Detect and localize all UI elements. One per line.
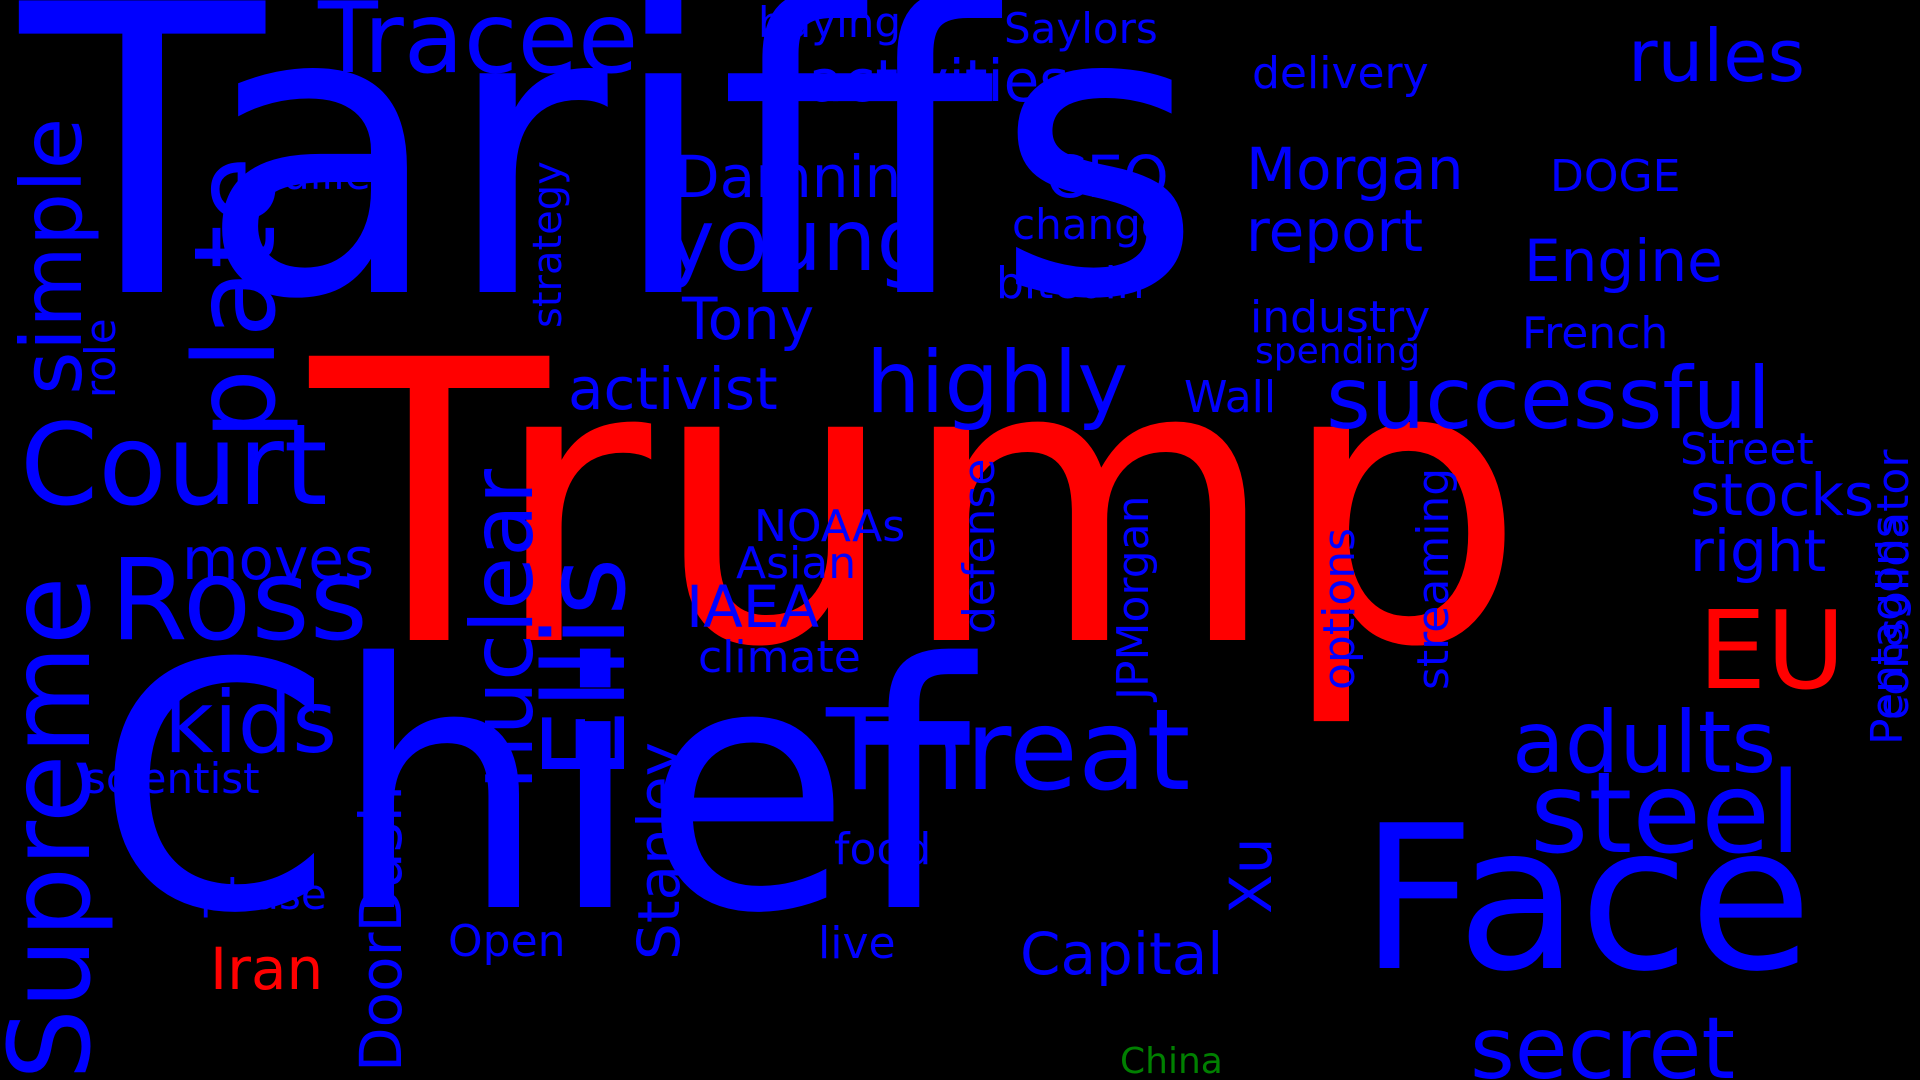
word-steel: steel bbox=[1530, 749, 1802, 879]
word-french: French bbox=[1522, 308, 1669, 359]
word-pentagons: Pentagons bbox=[1862, 515, 1913, 745]
word-chief: Chief bbox=[95, 592, 972, 988]
word-change: change bbox=[1012, 200, 1167, 249]
word-trump: Trump bbox=[310, 278, 1526, 732]
word-jpmorgan: JPMorgan bbox=[1108, 495, 1159, 701]
word-saylors: Saylors bbox=[1004, 4, 1158, 53]
word-open: Open bbox=[448, 916, 566, 967]
word-bitcoin: bitcoin bbox=[996, 258, 1145, 309]
word-asian: Asian bbox=[736, 538, 857, 589]
word-street: Street bbox=[1680, 424, 1814, 475]
word-eu: EU bbox=[1698, 589, 1846, 714]
word-china: China bbox=[1120, 1041, 1223, 1080]
word-delivery: delivery bbox=[1252, 48, 1429, 99]
word-stanley: Stanley bbox=[625, 742, 693, 960]
word-live: live bbox=[818, 918, 896, 969]
word-plate: plate bbox=[171, 156, 301, 440]
word-activities: activities bbox=[808, 47, 1070, 115]
word-activist: activist bbox=[568, 355, 778, 423]
word-buying: buying bbox=[758, 0, 902, 47]
word-kids: kids bbox=[164, 673, 338, 773]
word-streaming: streaming bbox=[1408, 467, 1459, 690]
word-role: role bbox=[76, 318, 125, 398]
word-adults: adults bbox=[1512, 693, 1777, 793]
word-tracee: Tracee bbox=[318, 0, 639, 96]
word-moves: moves bbox=[182, 525, 375, 593]
word-scientist: scientist bbox=[84, 754, 260, 803]
word-engine: Engine bbox=[1524, 227, 1723, 295]
word-options: options bbox=[1314, 527, 1365, 690]
word-face: Face bbox=[1360, 783, 1813, 1016]
word-noaas: NOAAs bbox=[754, 501, 906, 552]
word-climate: climate bbox=[698, 632, 861, 683]
word-tariffs: Tariffs bbox=[20, 0, 1203, 387]
word-capital: Capital bbox=[1020, 920, 1224, 988]
word-right: right bbox=[1690, 517, 1827, 585]
word-threat: Threat bbox=[826, 686, 1191, 816]
word-xu: Xu bbox=[1217, 837, 1285, 915]
word-supreme: Supreme bbox=[0, 576, 116, 1080]
word-ross: Ross bbox=[110, 536, 369, 666]
word-doge: DOGE bbox=[1550, 151, 1681, 202]
word-young: young bbox=[664, 191, 932, 291]
word-court: Court bbox=[20, 401, 328, 531]
word-doordash: DoorDash bbox=[347, 785, 415, 1072]
word-defense: defense bbox=[954, 458, 1005, 634]
word-tony: Tony bbox=[682, 285, 815, 353]
word-successful: successful bbox=[1326, 349, 1772, 449]
word-allies: allies bbox=[284, 150, 393, 199]
word-industry: industry bbox=[1250, 292, 1431, 343]
word-phase: phase bbox=[200, 870, 327, 919]
word-strategy: strategy bbox=[525, 161, 571, 328]
word-report: report bbox=[1246, 197, 1424, 265]
word-stocks: stocks bbox=[1690, 461, 1875, 529]
word-secret: secret bbox=[1470, 999, 1736, 1080]
word-morgan: Morgan bbox=[1246, 135, 1464, 203]
word-damning: Damning bbox=[675, 143, 939, 211]
word-rules: rules bbox=[1628, 14, 1806, 98]
word-spending: spending bbox=[1255, 331, 1421, 372]
word-wall: Wall bbox=[1184, 372, 1277, 423]
word-ceo: CEO bbox=[1046, 143, 1169, 211]
word-food: food bbox=[834, 824, 932, 875]
word-iran: Iran bbox=[210, 935, 324, 1003]
word-highly: highly bbox=[866, 333, 1129, 433]
word-iaea: IAEA bbox=[686, 573, 820, 641]
